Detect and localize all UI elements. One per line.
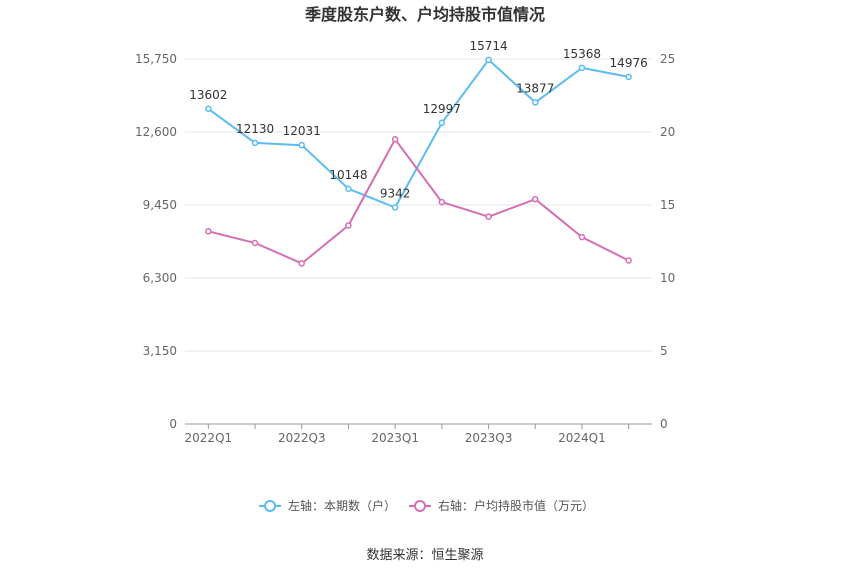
data-label: 12997	[423, 102, 461, 116]
data-point[interactable]	[625, 257, 632, 264]
right-axis-tick-label: 25	[660, 52, 675, 66]
x-axis-tick-label: 2023Q3	[465, 431, 513, 445]
legend-right-series-marker	[414, 500, 426, 512]
legend-item-left-series[interactable]: 左轴：本期数（户）	[259, 498, 396, 513]
x-axis-tick-label: 2022Q3	[278, 431, 326, 445]
data-point[interactable]	[532, 99, 539, 106]
data-label: 12130	[236, 122, 274, 136]
x-axis-tick-label: 2022Q1	[185, 431, 233, 445]
right-axis-tick-label: 5	[660, 344, 668, 358]
data-point[interactable]	[485, 213, 492, 220]
data-label: 15714	[469, 39, 507, 53]
data-point[interactable]	[298, 260, 305, 267]
x-axis-ticks: 2022Q1 2022Q3 2023Q1 2023Q3 2024Q1	[185, 431, 606, 445]
data-labels: 13602 12130 12031 10148 9342 12997 15714 13877 1…	[189, 39, 647, 201]
data-point[interactable]	[205, 105, 212, 113]
right-axis-ticks: 0 5 10 15 20 25	[660, 52, 675, 431]
grid	[185, 58, 652, 352]
x-axis-tick-label: 2023Q1	[371, 431, 419, 445]
data-point[interactable]	[578, 233, 586, 241]
x-axis-tick-label: 2024Q1	[558, 431, 606, 445]
axes	[185, 423, 652, 429]
data-point[interactable]	[205, 228, 212, 235]
left-axis-tick-label: 15,750	[135, 52, 177, 66]
data-label: 10148	[329, 168, 367, 182]
right-axis-tick-label: 15	[660, 198, 675, 212]
data-point[interactable]	[251, 139, 259, 147]
data-label: 15368	[563, 47, 601, 61]
series-layer	[205, 56, 632, 267]
left-axis-ticks: 0 3,150 6,300 9,450 12,600 15,750	[135, 52, 177, 431]
left-axis-tick-label: 3,150	[143, 344, 177, 358]
data-point[interactable]	[345, 185, 352, 193]
data-point[interactable]	[438, 198, 446, 206]
left-axis-tick-label: 9,450	[143, 198, 177, 212]
data-point[interactable]	[532, 195, 539, 203]
data-label: 13602	[189, 88, 227, 102]
legend-item-right-series[interactable]: 右轴：户均持股市值（万元）	[409, 498, 594, 513]
data-label: 14976	[610, 56, 648, 70]
data-point[interactable]	[391, 136, 399, 143]
left-axis-tick-label: 6,300	[143, 271, 177, 285]
data-point[interactable]	[345, 222, 352, 229]
legend-left-series-label: 左轴：本期数（户）	[288, 498, 396, 513]
data-point[interactable]	[625, 73, 632, 81]
data-point[interactable]	[438, 119, 446, 127]
data-label: 12031	[283, 124, 321, 138]
legend[interactable]: 左轴：本期数（户） 右轴：户均持股市值（万元）	[259, 498, 594, 513]
left-axis-tick-label: 0	[169, 417, 177, 431]
legend-right-series-label: 右轴：户均持股市值（万元）	[438, 498, 594, 513]
right-axis-tick-label: 10	[660, 271, 675, 285]
data-point[interactable]	[485, 56, 492, 64]
series-line-holders	[207, 58, 629, 209]
data-source: 数据来源：恒生聚源	[366, 548, 483, 563]
legend-left-series-marker	[264, 500, 276, 512]
left-axis-tick-label: 12,600	[135, 125, 177, 139]
data-label: 9342	[380, 187, 411, 201]
series-line-avg-value	[208, 138, 630, 265]
right-axis-tick-label: 20	[660, 125, 675, 139]
data-point[interactable]	[391, 204, 399, 211]
data-point[interactable]	[298, 141, 305, 149]
chart-title: 季度股东户数、户均持股市值情况	[304, 5, 545, 24]
data-point[interactable]	[578, 64, 586, 72]
data-point[interactable]	[251, 239, 259, 247]
data-label: 13877	[516, 81, 554, 95]
right-axis-tick-label: 0	[660, 417, 668, 431]
